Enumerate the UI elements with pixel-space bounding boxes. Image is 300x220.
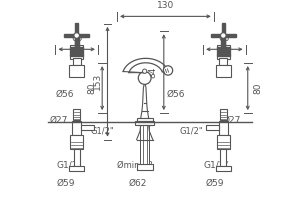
Bar	[73, 109, 80, 121]
Text: Ø59: Ø59	[56, 179, 75, 188]
Text: 153: 153	[93, 73, 102, 90]
Text: Ø27: Ø27	[49, 115, 68, 124]
Bar	[217, 54, 230, 56]
Bar	[75, 37, 79, 51]
Circle shape	[142, 69, 147, 73]
Bar	[72, 121, 81, 135]
Text: Ømin 33: Ømin 33	[117, 161, 153, 170]
Text: Ø56: Ø56	[56, 90, 74, 98]
Bar	[216, 65, 231, 77]
Text: Ø62: Ø62	[129, 179, 147, 188]
Bar	[73, 59, 80, 65]
Text: Ø27: Ø27	[222, 115, 241, 124]
Bar	[136, 164, 153, 170]
Bar	[70, 135, 83, 149]
Text: 130: 130	[157, 1, 174, 10]
Text: 80: 80	[254, 82, 263, 94]
Bar	[221, 37, 225, 51]
Bar	[70, 54, 83, 56]
Bar	[75, 23, 78, 48]
Bar	[136, 118, 153, 121]
Bar	[220, 149, 226, 166]
Bar	[135, 121, 154, 125]
Bar	[217, 50, 230, 51]
Text: G1/2": G1/2"	[203, 161, 229, 170]
Bar	[140, 125, 149, 164]
Text: 84: 84	[149, 66, 158, 78]
Bar	[222, 23, 225, 48]
Bar	[70, 50, 83, 51]
Bar	[64, 34, 89, 37]
Bar	[211, 34, 236, 37]
Text: G1/2": G1/2"	[56, 161, 82, 170]
Circle shape	[138, 72, 151, 84]
Text: 65: 65	[71, 34, 82, 43]
Circle shape	[74, 33, 80, 38]
Text: 65: 65	[219, 34, 230, 43]
Bar	[69, 165, 84, 172]
Bar	[70, 52, 83, 53]
Bar	[217, 52, 230, 53]
Text: G1/2": G1/2"	[90, 127, 114, 136]
Circle shape	[220, 33, 226, 38]
Bar	[70, 45, 83, 59]
Bar	[220, 109, 227, 121]
Bar	[220, 59, 227, 65]
Bar	[69, 65, 84, 77]
Bar	[217, 47, 230, 49]
Bar	[81, 125, 94, 130]
Bar	[217, 45, 230, 59]
Bar	[70, 47, 83, 49]
Bar	[74, 149, 80, 166]
Text: G1/2": G1/2"	[179, 127, 203, 136]
Bar	[206, 125, 219, 130]
Text: 80: 80	[87, 82, 96, 94]
Bar	[140, 121, 143, 163]
Text: Ø56: Ø56	[167, 90, 185, 98]
Bar	[217, 135, 230, 149]
Circle shape	[163, 66, 173, 75]
Bar	[143, 121, 146, 163]
Bar	[219, 121, 228, 135]
Bar	[146, 121, 149, 163]
Text: Ø59: Ø59	[205, 179, 224, 188]
Bar	[216, 165, 231, 172]
